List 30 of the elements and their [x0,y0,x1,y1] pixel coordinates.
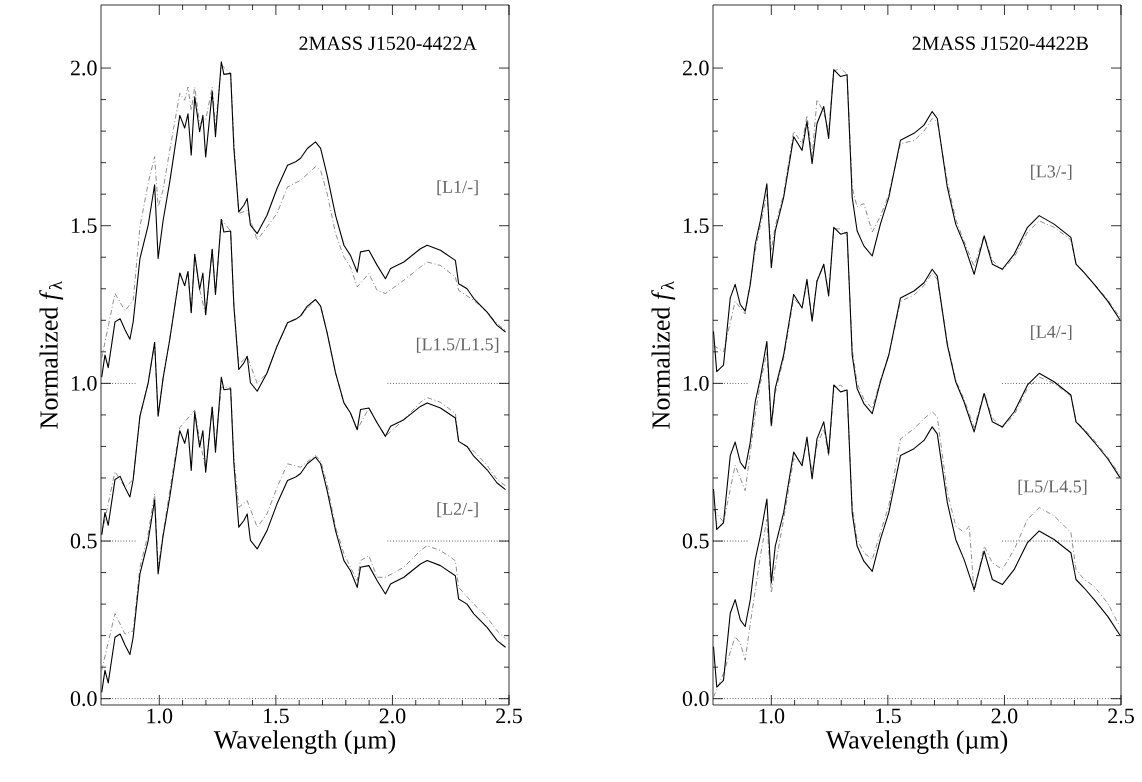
y-tick-label: 0.0 [70,691,97,707]
y-axis-title: Normalized f$_{λ}$ [39,281,64,429]
y-tick-label: 2.0 [70,60,97,76]
x-tick-label: 2.0 [379,708,406,724]
annotation: [L1.5/L1.5] [416,337,499,353]
y-tick-label: 0.5 [682,533,709,549]
annotation: [L5/L4.5] [1018,479,1087,495]
x-tick-label: 1.5 [876,708,901,724]
y-tick-label: 1.5 [71,218,97,234]
y-tick-label: 1.0 [71,375,97,391]
x-tick-label: 2.5 [1108,708,1134,724]
annotation: [L3/-] [1031,164,1072,180]
x-tick-label: 2.5 [496,708,522,724]
x-tick-label: 2.0 [991,708,1018,724]
x-tick-label: 1.0 [147,708,173,724]
y-axis-title: Normalized f$_{λ}$ [651,281,676,429]
y-tick-label: 0.5 [70,533,97,549]
y-tick-label: 2.0 [682,60,709,76]
y-tick-label: 1.5 [683,218,709,234]
annotation: [L2/-] [437,502,478,518]
y-tick-label: 1.0 [683,375,709,391]
annotation: [L1/-] [437,180,478,196]
text: 2MASS J1520-4422B [912,36,1088,51]
annotation: [L4/-] [1031,325,1072,341]
x-axis-title: Wavelength (µm) [825,730,1008,754]
text: 2MASS J1520-4422A [299,36,477,51]
x-tick-label: 1.0 [759,708,785,724]
x-axis-title: Wavelength (µm) [213,730,396,754]
x-tick-label: 1.5 [264,708,289,724]
y-tick-label: 0.0 [682,691,709,707]
